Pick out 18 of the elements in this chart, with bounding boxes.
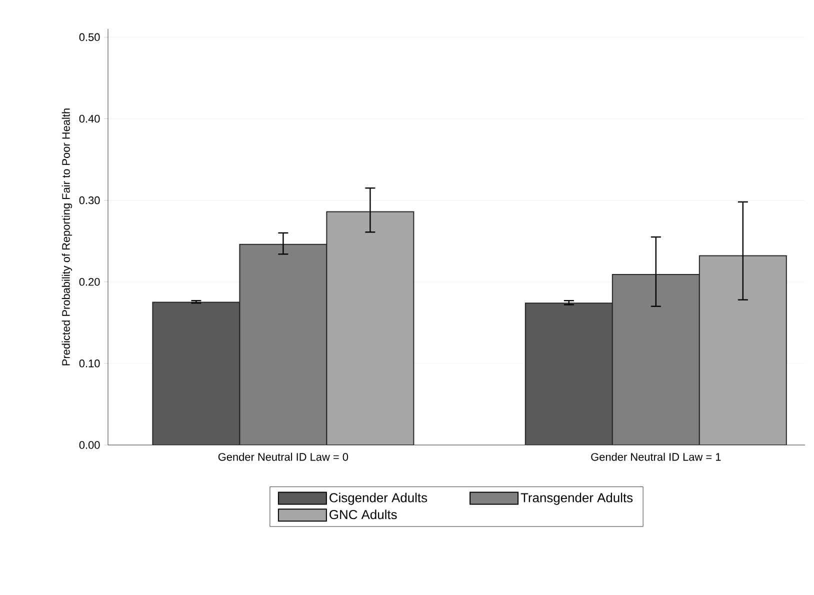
y-axis-title: Predicted Probability of Reporting Fair to Poor Health bbox=[62, 108, 72, 366]
y-tick-label: 0.10 bbox=[79, 360, 100, 368]
bar bbox=[239, 244, 328, 445]
x-tick-label: Gender Neutral ID Law = 0 bbox=[218, 452, 348, 461]
bar bbox=[612, 274, 700, 445]
legend-label: Transgender Adults bbox=[520, 492, 633, 505]
x-tick-label: Gender Neutral ID Law = 1 bbox=[591, 452, 721, 461]
bar bbox=[698, 255, 787, 445]
y-tick-label: 0.40 bbox=[79, 114, 100, 123]
y-tick-label: 0.50 bbox=[79, 33, 100, 42]
y-tick-label: 0.20 bbox=[79, 278, 100, 286]
bar bbox=[152, 302, 240, 445]
legend-label: GNC Adults bbox=[330, 510, 397, 520]
y-tick-label: 0.30 bbox=[79, 196, 100, 204]
y-tick-label: 0.00 bbox=[79, 441, 100, 449]
bar bbox=[326, 211, 414, 445]
bar bbox=[524, 302, 613, 445]
legend-label: Cisgender Adults bbox=[330, 492, 428, 505]
